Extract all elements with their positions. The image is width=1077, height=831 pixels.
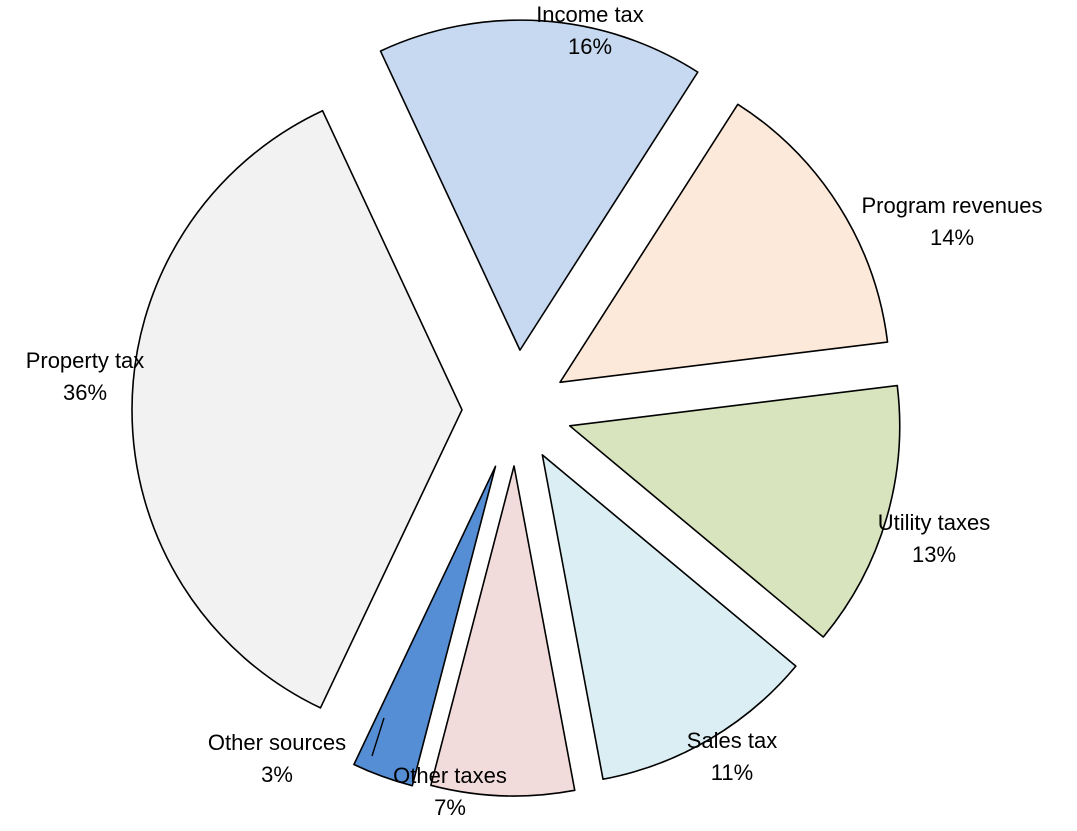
slice-value-program-revenues: 14% <box>930 225 974 250</box>
slice-name-utility-taxes: Utility taxes <box>878 510 990 535</box>
pie-slice-sales-tax <box>541 454 797 781</box>
slice-label-other-sources: Other sources 3% <box>208 730 346 787</box>
slice-label-sales-tax: Sales tax 11% <box>687 728 778 785</box>
slice-name-property-tax: Property tax <box>26 348 145 373</box>
pie-slices <box>131 19 901 797</box>
slice-name-program-revenues: Program revenues <box>862 193 1043 218</box>
pie-slice-other-sources <box>353 465 497 787</box>
slice-label-utility-taxes: Utility taxes 13% <box>878 510 990 567</box>
pie-slice-property-tax <box>131 109 463 709</box>
slice-value-other-taxes: 7% <box>434 795 466 820</box>
slice-value-sales-tax: 11% <box>711 760 753 785</box>
slice-value-property-tax: 36% <box>63 380 107 405</box>
slice-value-other-sources: 3% <box>261 762 293 787</box>
slice-name-income-tax: Income tax <box>536 2 644 27</box>
leader-line-other-sources <box>371 717 385 757</box>
slice-label-program-revenues: Program revenues 14% <box>862 193 1043 250</box>
slice-value-utility-taxes: 13% <box>912 542 956 567</box>
slice-label-income-tax: Income tax 16% <box>536 2 644 59</box>
pie-slice-other-taxes <box>430 465 576 797</box>
pie-slice-utility-taxes <box>568 384 901 638</box>
pie-slice-income-tax <box>379 19 699 351</box>
slice-value-income-tax: 16% <box>568 34 612 59</box>
slice-label-other-taxes: Other taxes 7% <box>393 763 507 820</box>
pie-labels: Income tax 16% Program revenues 14% Utility … <box>26 2 1043 820</box>
pie-slice-program-revenues <box>559 103 889 384</box>
slice-name-other-sources: Other sources <box>208 730 346 755</box>
slice-name-other-taxes: Other taxes <box>393 763 507 788</box>
slice-label-property-tax: Property tax 36% <box>26 348 145 405</box>
slice-name-sales-tax: Sales tax <box>687 728 778 753</box>
